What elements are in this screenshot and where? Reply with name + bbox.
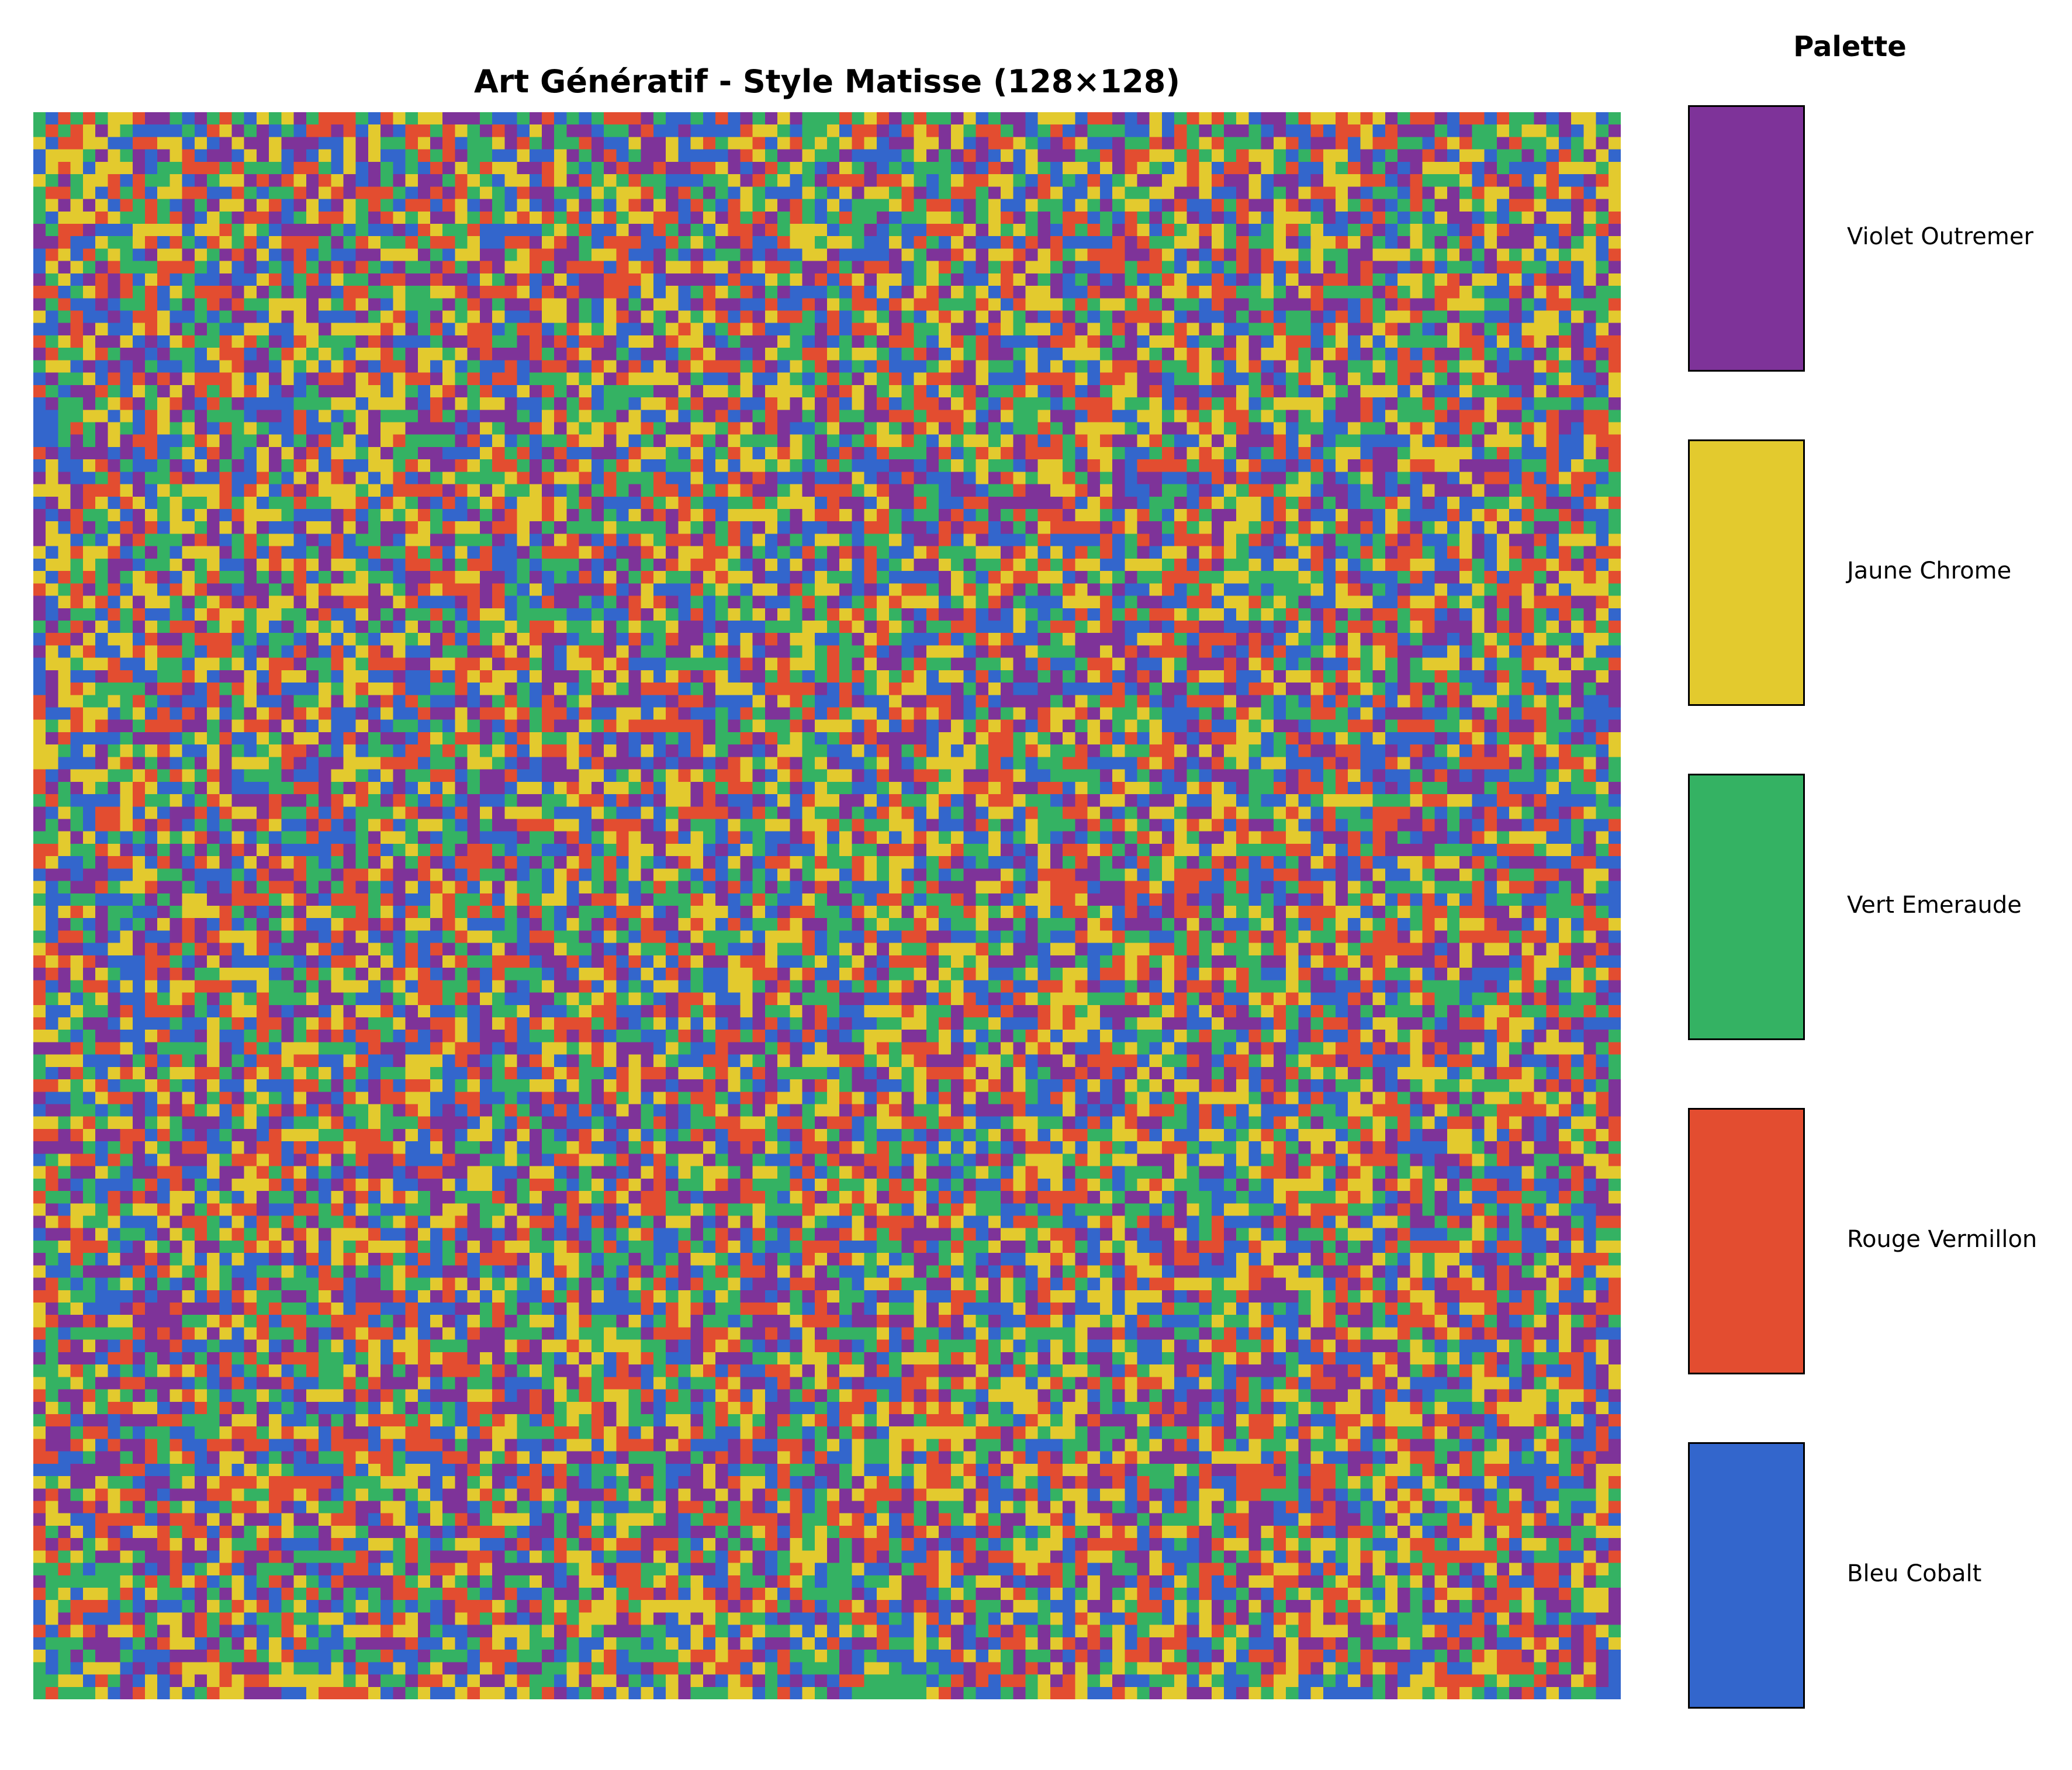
artwork-title: Art Génératif - Style Matisse (128×128) (473, 63, 1181, 100)
generative-art-grid (33, 112, 1621, 1699)
swatch-vert-emeraude (1688, 774, 1805, 1040)
palette-label: Violet Outremer (1847, 223, 2033, 250)
swatch-rouge-vermillon (1688, 1108, 1805, 1374)
palette-label: Bleu Cobalt (1847, 1560, 1982, 1587)
palette-title: Palette (1793, 30, 1907, 63)
swatch-jaune-chrome (1688, 439, 1805, 706)
swatch-violet-outremer (1688, 105, 1805, 372)
palette-label: Jaune Chrome (1847, 557, 2012, 584)
palette-label: Vert Emeraude (1847, 892, 2022, 919)
palette-label: Rouge Vermillon (1847, 1226, 2038, 1253)
swatch-bleu-cobalt (1688, 1442, 1805, 1709)
